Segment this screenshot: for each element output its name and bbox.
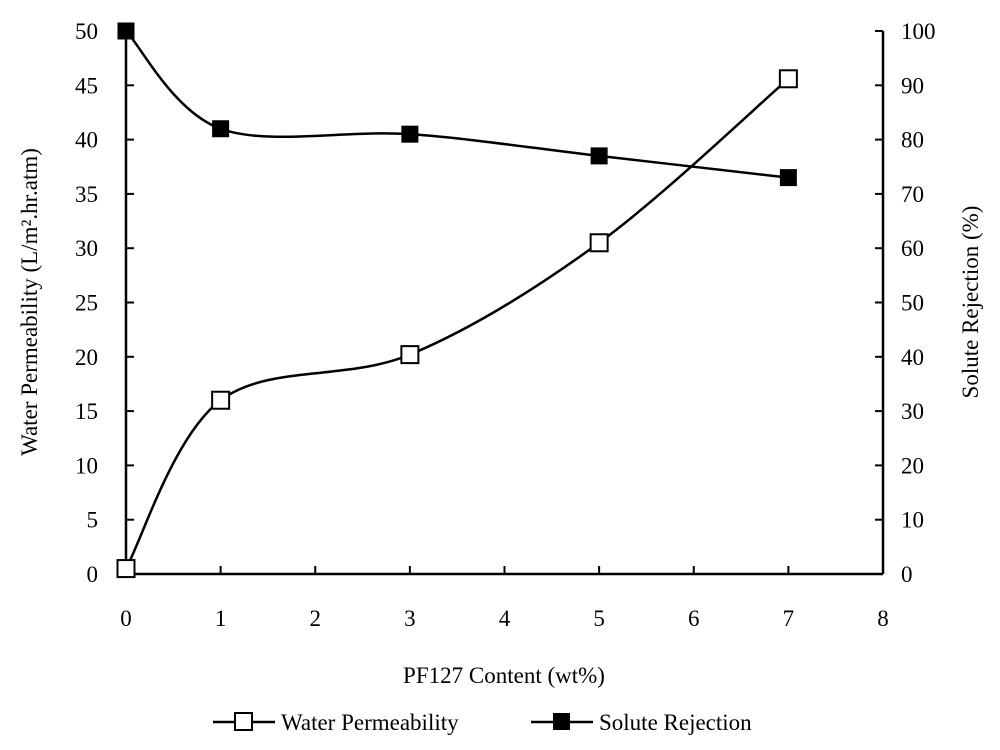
y-tick-label: 25 xyxy=(75,291,98,316)
legend-label-rejection: Solute Rejection xyxy=(599,710,752,735)
axes: 0 1 2 3 4 5 6 7 80510152025303540455001020304050… xyxy=(75,19,936,631)
y-tick-label: 10 xyxy=(75,453,98,478)
x-tick-label: 5 xyxy=(593,606,605,631)
x-tick-label: 3 xyxy=(404,606,416,631)
y-tick-label: 15 xyxy=(75,399,98,424)
data-point-solute-rejection xyxy=(590,147,608,165)
legend-label-water: Water Permeability xyxy=(281,710,459,735)
x-axis-label: PF127 Content (wt%) xyxy=(403,663,605,688)
y-tick-label: 50 xyxy=(75,19,98,44)
x-tick-label: 4 xyxy=(499,606,511,631)
y2-tick-label: 40 xyxy=(901,345,924,370)
data-point-water-permeability xyxy=(589,233,609,253)
y2-tick-label: 30 xyxy=(901,399,924,424)
x-tick-label: 1 xyxy=(215,606,227,631)
x-tick-label: 6 xyxy=(688,606,700,631)
y2-tick-label: 100 xyxy=(901,19,936,44)
legend-marker-open-square xyxy=(234,712,253,731)
data-point-solute-rejection xyxy=(117,22,135,40)
y2-tick-label: 60 xyxy=(901,236,924,261)
series-line-solute-rejection xyxy=(125,30,789,179)
y-tick-label: 30 xyxy=(75,236,98,261)
x-tick-label: 0 xyxy=(120,606,132,631)
data-point-water-permeability xyxy=(116,559,136,579)
data-point-solute-rejection xyxy=(779,169,797,187)
data-point-water-permeability xyxy=(400,345,420,365)
y2-tick-label: 20 xyxy=(901,453,924,478)
y-tick-label: 45 xyxy=(75,73,98,98)
x-tick-label: 8 xyxy=(877,606,889,631)
data-point-solute-rejection xyxy=(212,120,230,138)
y2-tick-label: 90 xyxy=(901,73,924,98)
legend: Water Permeability Solute Rejection xyxy=(213,710,752,735)
y-axis-label: Water Permeability (L/m².hr.atm) xyxy=(17,148,42,456)
series-line-water-permeability xyxy=(124,77,790,570)
x-tick-label: 2 xyxy=(310,606,322,631)
y-tick-label: 40 xyxy=(75,128,98,153)
x-tick-label: 7 xyxy=(783,606,795,631)
y-tick-label: 20 xyxy=(75,345,98,370)
y2-tick-label: 50 xyxy=(901,291,924,316)
data-point-solute-rejection xyxy=(401,125,419,143)
y-tick-label: 0 xyxy=(87,562,99,587)
y2-tick-label: 0 xyxy=(901,562,913,587)
data-point-water-permeability xyxy=(778,69,798,89)
data-point-water-permeability xyxy=(211,390,231,410)
y2-tick-label: 70 xyxy=(901,182,924,207)
y2-axis-label: Solute Rejection (%) xyxy=(958,206,983,399)
legend-marker-filled-square xyxy=(553,713,570,730)
y2-tick-label: 80 xyxy=(901,128,924,153)
y-tick-label: 35 xyxy=(75,182,98,207)
series-layer xyxy=(116,22,798,579)
y-tick-label: 5 xyxy=(87,508,99,533)
y2-tick-label: 10 xyxy=(901,508,924,533)
